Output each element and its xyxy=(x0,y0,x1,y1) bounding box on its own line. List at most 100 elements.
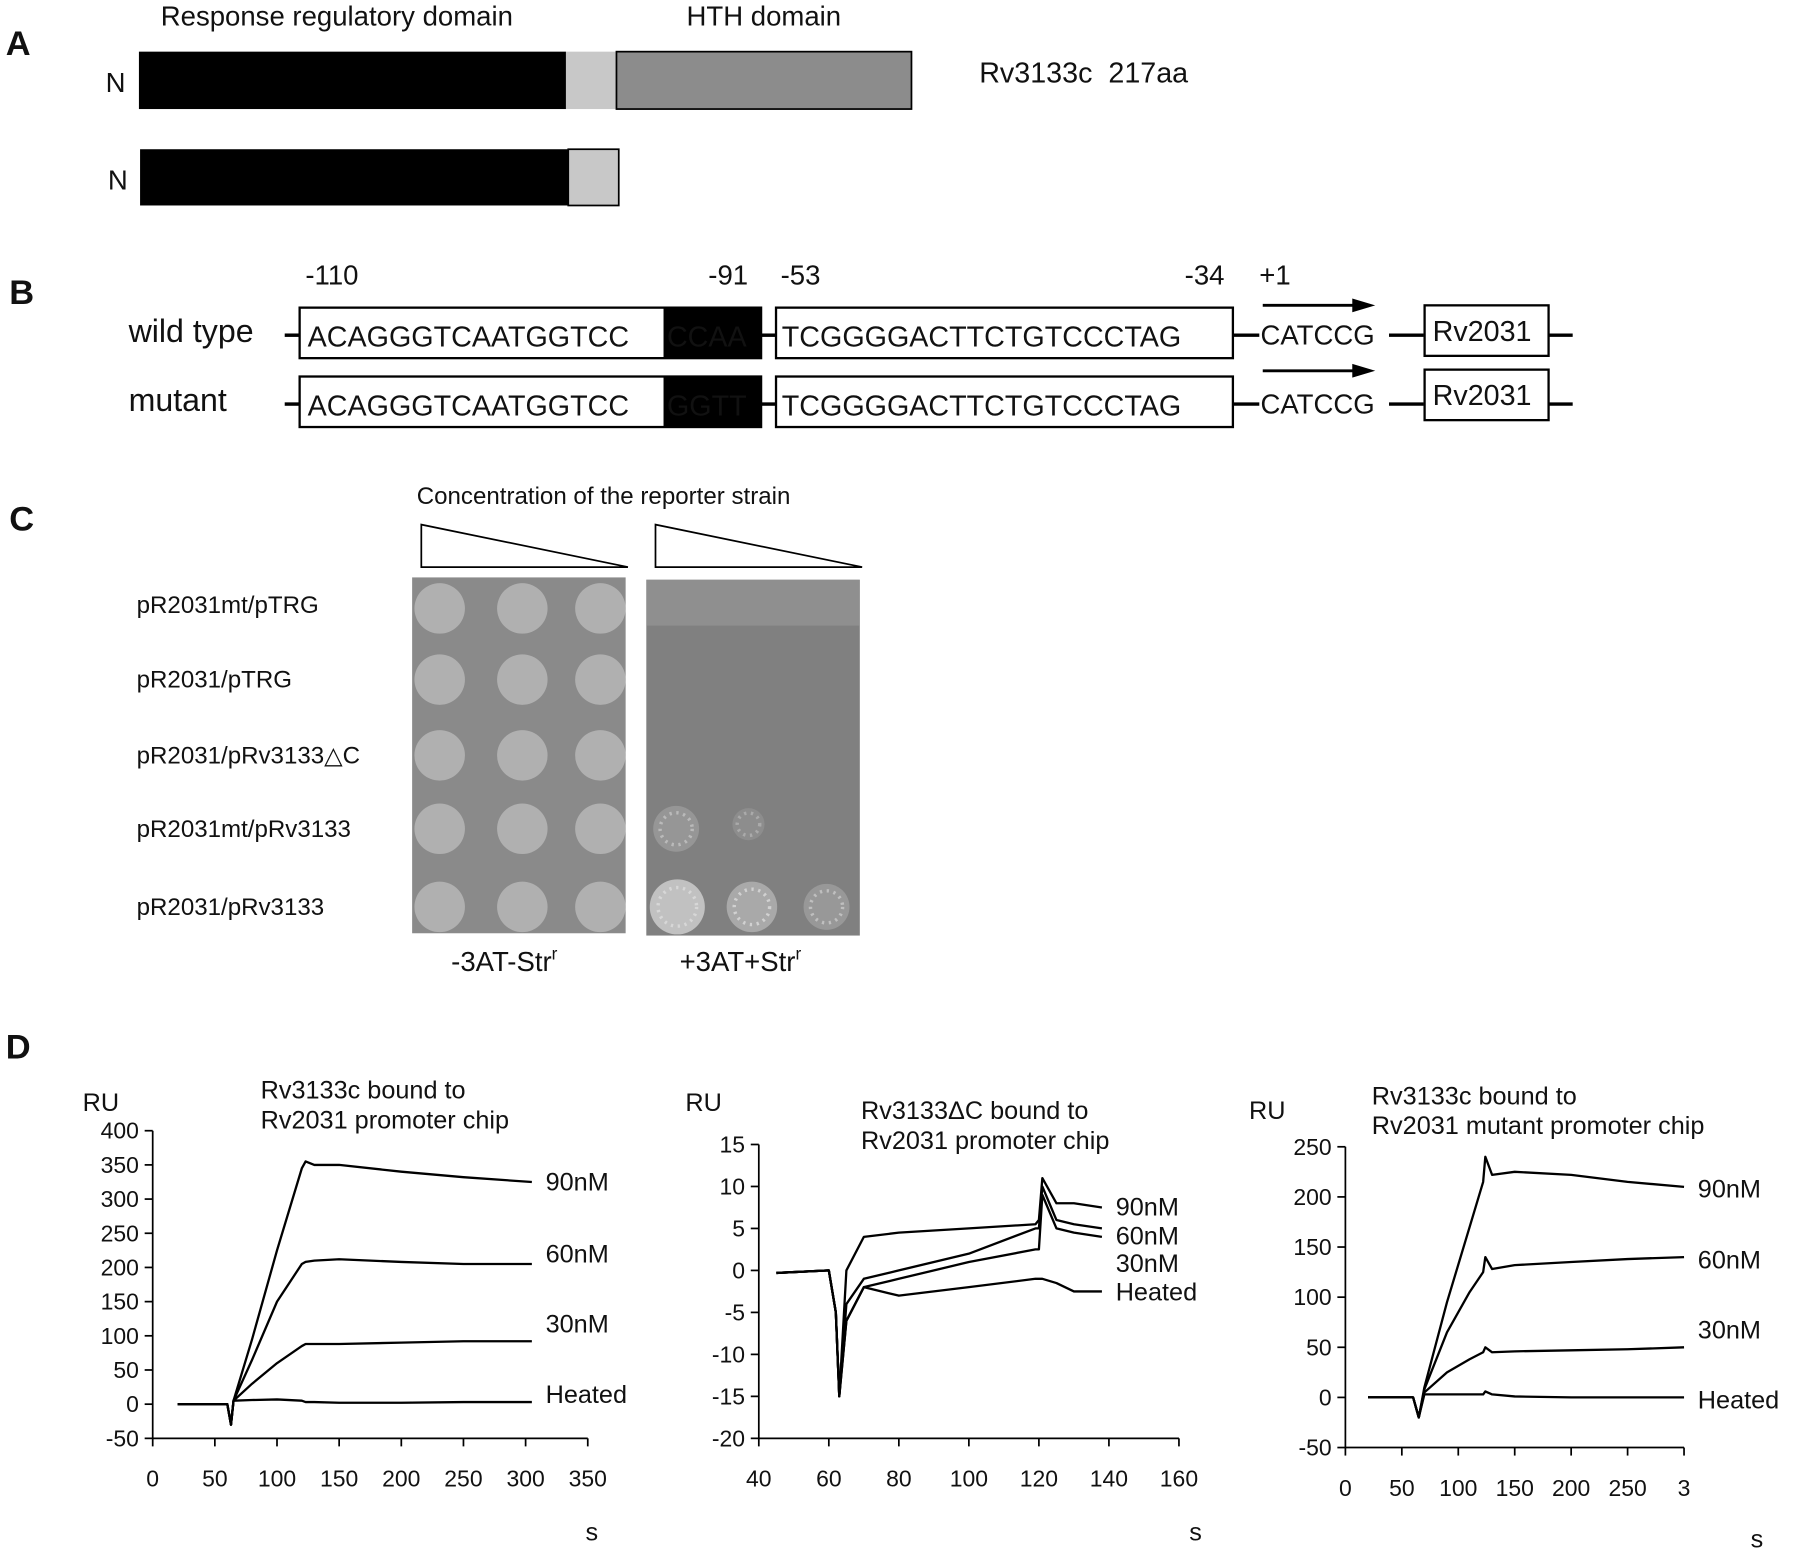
x-tick-label: 200 xyxy=(382,1466,420,1492)
chart-title: Rv3133c bound to xyxy=(1372,1082,1577,1110)
strain-label: pR2031mt/pRv3133 xyxy=(137,816,351,843)
binding-site xyxy=(663,307,762,359)
domain-bar xyxy=(138,51,566,110)
arrow-head xyxy=(1352,298,1376,313)
colony-spot xyxy=(414,730,465,781)
series-label: 90nM xyxy=(1698,1175,1761,1203)
x-tick-label: 300 xyxy=(506,1466,544,1492)
x-tick-label: 50 xyxy=(1389,1475,1415,1501)
chart: -20 -15 -10 -5 0 5 10 15 40 60 80 100 120 140 160 Rv313… xyxy=(685,1089,1202,1546)
y-axis-label: RU xyxy=(83,1089,119,1117)
y-tick-label: 0 xyxy=(1319,1384,1332,1410)
sequence: TCGGGGACTTCTGTCCCTAG xyxy=(782,391,1181,423)
y-tick-label: 5 xyxy=(732,1215,745,1241)
domain-label: HTH domain xyxy=(686,0,841,31)
protein-name: Rv3133c 217aa xyxy=(979,58,1188,90)
y-tick-label: 0 xyxy=(732,1257,745,1283)
x-tick-label: 200 xyxy=(1552,1475,1590,1501)
x-tick-label: 350 xyxy=(569,1466,607,1492)
series-line xyxy=(177,1398,532,1426)
chart-title: Rv3133c bound to xyxy=(261,1077,466,1105)
y-tick-label: 50 xyxy=(113,1357,139,1383)
plate-text: -3AT-Str xyxy=(451,946,552,977)
chart-title: Rv3133ΔC bound to xyxy=(861,1097,1088,1125)
binding-site-sequence: GGTT xyxy=(667,391,747,423)
series-label: 30nM xyxy=(1698,1316,1761,1344)
series-label: 60nM xyxy=(546,1241,609,1269)
y-tick-label: 350 xyxy=(101,1152,139,1178)
strain-label: pR2031mt/pTRG xyxy=(137,592,319,619)
y-tick-label: -15 xyxy=(712,1383,745,1409)
colony-speckle xyxy=(735,811,762,838)
plate-label: +3AT+Strr xyxy=(680,944,802,977)
y-tick-label: -50 xyxy=(106,1425,139,1451)
y-tick-label: 0 xyxy=(126,1391,139,1417)
chart-title: Rv2031 promoter chip xyxy=(261,1106,509,1134)
sequence: ACAGGGTCAATGGTCC xyxy=(308,391,629,423)
y-tick-label: -20 xyxy=(712,1425,745,1451)
plate-label: -3AT-Strr xyxy=(451,944,558,977)
x-tick-label: 100 xyxy=(950,1466,988,1492)
series-label: 60nM xyxy=(1698,1246,1761,1274)
start-sequence: CATCCG xyxy=(1260,319,1374,350)
domain-bar xyxy=(140,149,569,206)
terminus-label: N xyxy=(106,67,126,98)
y-tick-label: 100 xyxy=(101,1323,139,1349)
binding-site xyxy=(663,376,762,428)
colony-speckle xyxy=(808,889,845,925)
y-axis-label: RU xyxy=(1249,1097,1285,1125)
x-axis-label: s xyxy=(585,1519,598,1547)
strain-label: pR2031/pRv3133 xyxy=(137,894,325,921)
x-tick-label: 3 xyxy=(1678,1475,1691,1501)
colony-spot xyxy=(497,881,548,933)
linker-bar xyxy=(565,51,617,110)
colony-speckle xyxy=(658,811,694,847)
colony-spot xyxy=(497,730,548,781)
series-label: Heated xyxy=(1698,1387,1779,1415)
position-label: +1 xyxy=(1259,260,1290,291)
colony-spot xyxy=(497,654,548,705)
position-label: -110 xyxy=(305,260,358,291)
x-tick-label: 160 xyxy=(1160,1466,1198,1492)
y-tick-label: -5 xyxy=(725,1299,745,1325)
chart-title: Rv2031 promoter chip xyxy=(861,1127,1109,1155)
position-label: -91 xyxy=(708,260,748,291)
linker-bar xyxy=(567,148,620,207)
series-line xyxy=(776,1269,1102,1398)
y-tick-label: 150 xyxy=(101,1289,139,1315)
colony-spot xyxy=(497,803,548,855)
y-tick-label: 200 xyxy=(1293,1184,1331,1210)
panel-label: C xyxy=(9,500,34,538)
x-tick-label: 150 xyxy=(1496,1475,1534,1501)
x-tick-label: 0 xyxy=(1339,1475,1352,1501)
y-tick-label: 250 xyxy=(1293,1134,1331,1160)
terminus-label: N xyxy=(108,164,128,195)
series-label: 30nM xyxy=(1116,1250,1179,1278)
arrow-head xyxy=(1352,363,1376,378)
row-name: wild type xyxy=(128,313,254,349)
colony-spot xyxy=(575,583,626,634)
binding-site-sequence: CCAA xyxy=(667,322,748,354)
plate-glare xyxy=(646,579,860,626)
x-tick-label: 40 xyxy=(746,1466,772,1492)
strain-label: pR2031/pRv3133△C xyxy=(137,742,360,769)
gene-name: Rv2031 xyxy=(1433,380,1532,412)
series-line xyxy=(177,1340,532,1426)
colony-speckle xyxy=(656,885,699,928)
gradient-wedge xyxy=(420,523,629,568)
series-line xyxy=(1368,1155,1685,1419)
series-label: Heated xyxy=(546,1381,627,1409)
position-label: -53 xyxy=(781,260,821,291)
plate xyxy=(646,579,860,936)
sequence-box xyxy=(774,375,1235,429)
series-line xyxy=(1368,1255,1685,1419)
y-tick-label: 150 xyxy=(1293,1234,1331,1260)
series-line xyxy=(1368,1390,1685,1419)
x-tick-label: 150 xyxy=(320,1466,358,1492)
y-tick-label: 10 xyxy=(720,1174,746,1200)
x-axis-label: s xyxy=(1189,1519,1202,1547)
domain-label: Response regulatory domain xyxy=(161,0,513,31)
colony-spot xyxy=(497,583,548,634)
